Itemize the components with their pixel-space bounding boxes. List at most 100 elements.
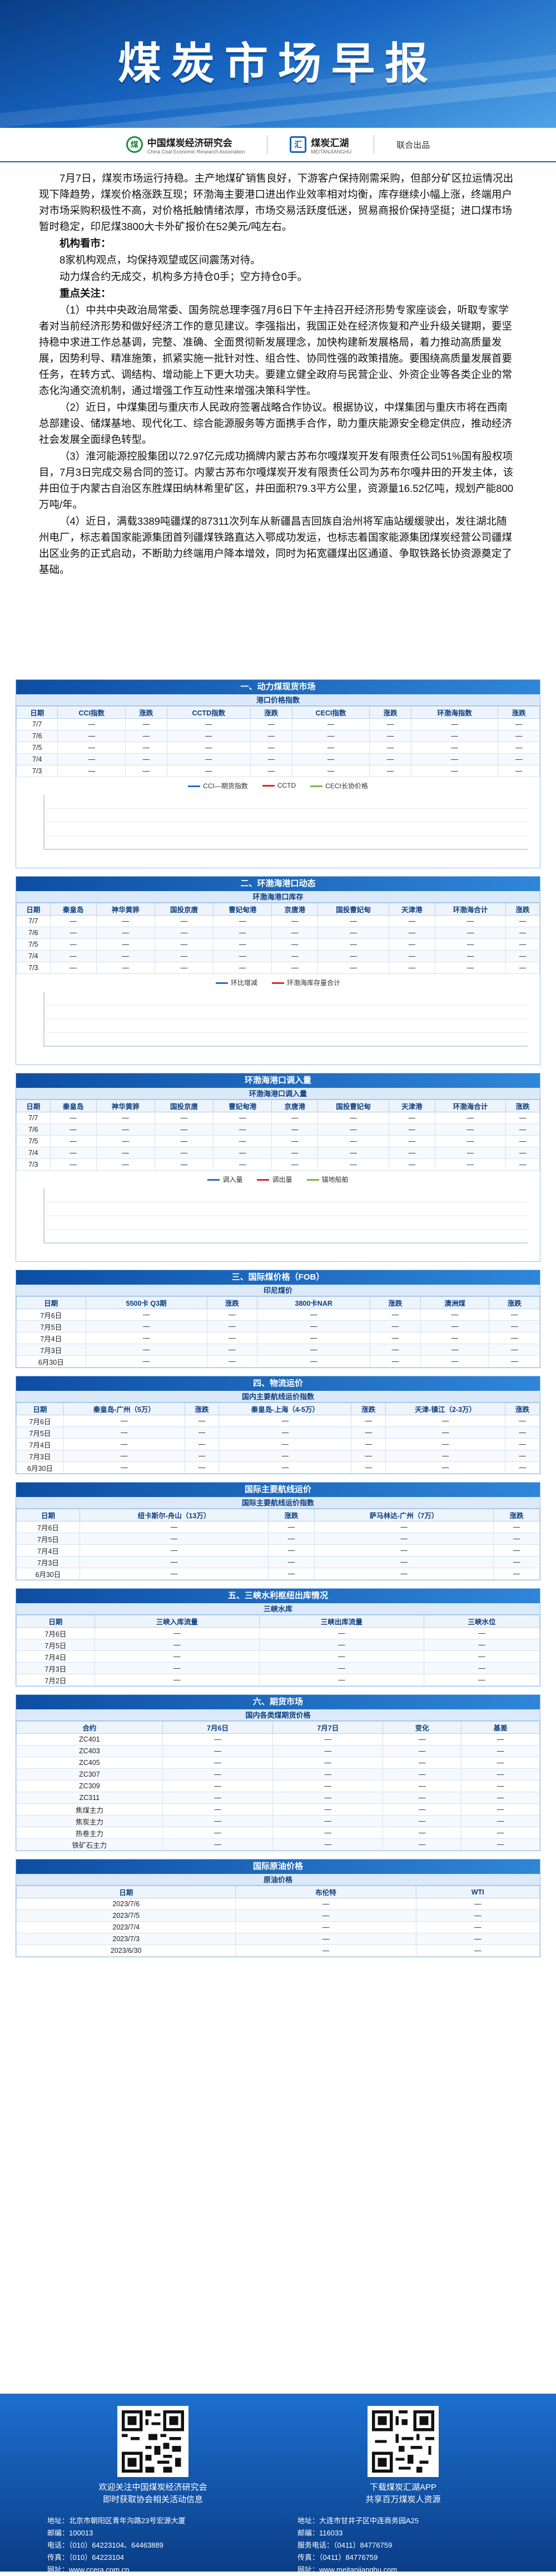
table-cell: — (213, 1147, 272, 1159)
column-header: 国投京唐 (154, 903, 214, 916)
table-header-row: 日期 三峡入库流量 三峡出库流量 三峡水位 (16, 1615, 540, 1628)
table-cell: — (461, 1838, 540, 1851)
table-row: 7月3日 — — — — — — (16, 1344, 540, 1356)
table-cell: — (370, 1332, 421, 1344)
table-cell: — (154, 1135, 214, 1147)
table-cell: — (213, 915, 272, 927)
table-cell: — (250, 718, 292, 730)
table-cell: — (85, 1355, 207, 1367)
table-cell: — (415, 1898, 540, 1910)
table-cell: — (385, 1426, 506, 1439)
table-cell: 7月4日 (16, 1332, 86, 1344)
table-cell: — (314, 1533, 494, 1545)
table-cell: — (420, 1332, 490, 1344)
table-cell: — (291, 730, 370, 742)
table-cell: — (125, 730, 167, 742)
table-cell: — (49, 962, 97, 974)
table-cell: — (434, 950, 507, 962)
table-cell: — (420, 1344, 490, 1356)
contact-link[interactable]: 网址：www.ccera.com.cn (47, 2565, 130, 2574)
section-title: 四、物流运价 (16, 1376, 540, 1391)
table-cell: 7/6 (16, 1123, 51, 1136)
table-cell: — (317, 1147, 389, 1159)
table-row: 7/5— — — — — — — — — (16, 938, 540, 951)
column-header: 涨跌 (351, 1403, 386, 1415)
table-cell: — (493, 1556, 540, 1568)
table-cell: — (271, 950, 319, 962)
table-cell: — (385, 1461, 506, 1474)
table-cell: — (369, 730, 411, 742)
table-cell: — (154, 1112, 214, 1124)
table-cell: — (166, 765, 251, 777)
table-cell: — (410, 742, 499, 754)
table-cell: — (461, 1827, 540, 1839)
column-header: 涨跌 (498, 706, 540, 719)
qr-caption: 共享百万煤炭人资源 (365, 2495, 441, 2504)
table-row: 7/5— — — — — — — — — (16, 1135, 540, 1147)
column-header: 澳洲煤 (420, 1296, 490, 1309)
table-cell: — (49, 1147, 97, 1159)
table-cell: — (383, 1803, 462, 1816)
contact-line: 地址：北京市朝阳区青年沟路23号宏源大厦 (47, 2517, 186, 2525)
contact-line: 邮编：116033 (297, 2529, 343, 2537)
table-cell: 7月4日 (16, 1438, 64, 1450)
table-cell: 7月4日 (16, 1650, 95, 1663)
table-cell: — (489, 1309, 540, 1321)
qr-code-icon[interactable] (117, 2406, 188, 2477)
table-cell: — (219, 1450, 352, 1462)
table-cell: — (291, 753, 370, 765)
lead-paragraph: 7月7日，煤炭市场运行持稳。主产地煤矿销售良好，下游客户保持刚需采购，但部分矿区… (39, 172, 514, 232)
table-cell: — (96, 1158, 155, 1171)
section-title: 五、三峡水利枢纽出库情况 (16, 1589, 540, 1603)
table-cell: — (498, 718, 540, 730)
section-subtitle: 环渤海港口库存 (16, 891, 540, 903)
section-subtitle: 国内主要航线运价指数 (16, 1391, 540, 1403)
table-cell: — (434, 915, 507, 927)
column-header: CCI指数 (57, 706, 126, 719)
table-cell: — (213, 1158, 272, 1171)
table-cell: ZC307 (16, 1768, 163, 1781)
table-cell: 7月5日 (16, 1639, 95, 1651)
table-row: ZC403— — — — (16, 1745, 540, 1757)
column-header: 涨跌 (489, 1296, 540, 1309)
table-cell: — (154, 1158, 214, 1171)
table-cell: — (96, 1135, 155, 1147)
column-header: 曹妃甸港 (213, 1100, 272, 1112)
table-cell: — (96, 962, 155, 974)
table-cell: — (49, 938, 97, 951)
table-cell: 2023/7/4 (16, 1921, 236, 1933)
table-row: 2023/6/30— — (16, 1945, 540, 1957)
table-cell: — (250, 753, 292, 765)
table-cell: — (388, 1135, 435, 1147)
column-header: 天津港 (388, 903, 435, 916)
lead-paragraph: （3）淮河能源控股集团以72.97亿元成功摘牌内蒙古苏布尔嘎煤炭开发有限责任公司… (39, 450, 514, 510)
column-header: CCTD指数 (166, 706, 251, 719)
table-row: 7/5— — — — — — — — (16, 742, 540, 754)
data-table: 日期 布伦特 WTI 2023/7/6— —2023/7/5— —2023/7/4— —20… (16, 1886, 540, 1957)
org-ccera: 煤 中国煤炭经济研究会 China Coal Economic Research… (126, 135, 245, 155)
table-cell: — (257, 1332, 371, 1344)
table-cell: — (162, 1838, 274, 1851)
table-cell: — (505, 1158, 540, 1171)
meitanjianghu-logo-icon: 汇 (290, 136, 307, 153)
table-cell: — (351, 1461, 386, 1474)
lead-paragraph: 8家机构观点，均保持观望或区间震荡对待。 (59, 254, 261, 266)
table-cell: — (388, 1158, 435, 1171)
table-cell: — (317, 962, 389, 974)
table-cell: — (57, 765, 126, 777)
legend-label: 调入量 (222, 1175, 243, 1183)
table-header-row: 日期 秦皇岛 神华黄骅 国投京唐 曹妃甸港 京唐港 国投曹妃甸 天津港 环渤海合计 涨跌 (16, 903, 540, 916)
table-cell: — (213, 950, 272, 962)
legend-swatch (215, 982, 228, 984)
table-cell: 7月2日 (16, 1674, 95, 1686)
column-header: 涨跌 (250, 706, 292, 719)
table-cell: — (63, 1450, 185, 1462)
table-cell: — (461, 1757, 540, 1769)
qr-caption: 欢迎关注中国煤炭经济研究会 (98, 2483, 207, 2492)
contact-link[interactable]: 网址：www.meitanjianghu.com (297, 2565, 398, 2574)
table-cell: — (219, 1426, 352, 1439)
table-cell: — (388, 927, 435, 939)
table-cell: — (461, 1768, 540, 1781)
qr-code-icon[interactable] (368, 2406, 439, 2477)
table-cell: — (505, 962, 540, 974)
